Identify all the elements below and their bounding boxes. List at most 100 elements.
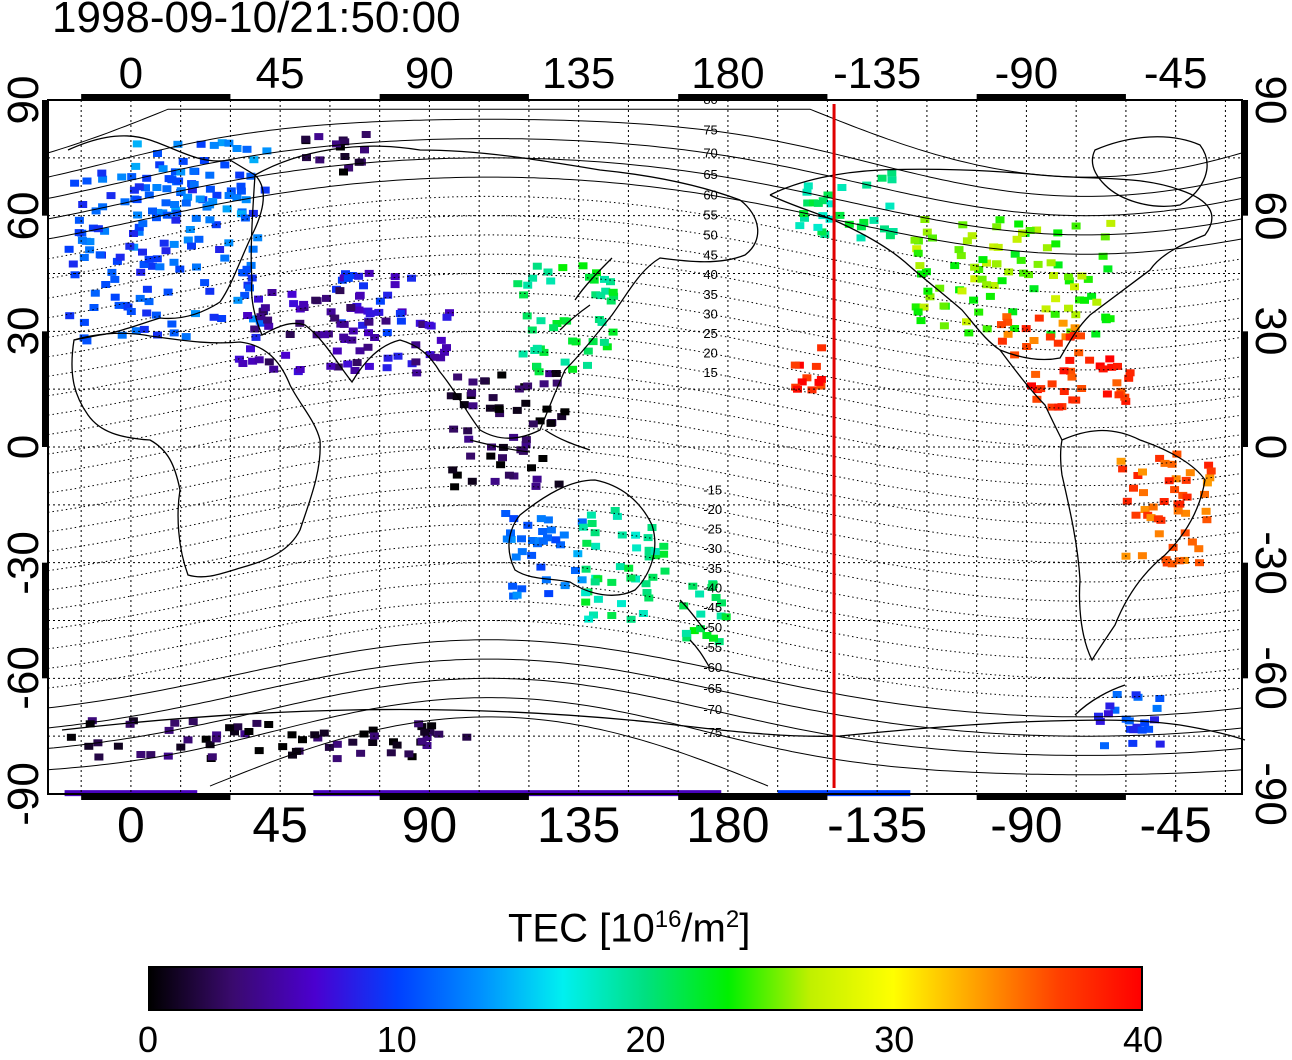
tec-cell [78, 201, 88, 208]
tec-cell [802, 374, 812, 382]
tec-cell [117, 331, 127, 339]
tec-cell [195, 195, 205, 203]
tec-cell [354, 158, 364, 166]
tec-cell [1047, 380, 1057, 388]
contour-label: 75 [703, 123, 717, 138]
tec-cell [494, 405, 504, 413]
tec-cell [970, 275, 980, 283]
tec-cell [1010, 250, 1020, 258]
tec-cell [459, 401, 469, 409]
lat-tick-right: 60 [1246, 191, 1292, 241]
tec-cell [610, 507, 620, 514]
tec-cell [826, 200, 836, 208]
tec-cell [813, 199, 823, 207]
tec-cell [138, 248, 147, 256]
tec-cell [551, 370, 561, 377]
tec-cell [513, 280, 523, 288]
tec-cell [967, 232, 977, 240]
tec-cell [1083, 275, 1093, 283]
tec-cell [163, 752, 173, 760]
tec-cell [504, 471, 514, 479]
tec-cell [617, 600, 626, 608]
tec-cell [1138, 468, 1147, 476]
tec-cell [877, 174, 887, 182]
tec-cell [312, 331, 322, 339]
tec-cell [1053, 261, 1063, 269]
tec-cell [1029, 337, 1039, 344]
tec-cell [169, 329, 179, 337]
tec-cell [711, 594, 721, 601]
tec-cell [112, 257, 122, 265]
tec-cell [1200, 490, 1209, 498]
tec-cell [339, 168, 348, 176]
tec-cell [205, 201, 215, 209]
tec-cell [1131, 511, 1141, 519]
tec-cell [129, 186, 139, 194]
tec-cell [411, 341, 421, 349]
tec-cell [543, 516, 553, 524]
tec-cell [1125, 369, 1135, 377]
contour-label: 20 [703, 346, 717, 361]
tec-cell [291, 747, 301, 755]
tec-cell [608, 288, 618, 296]
tec-cell [201, 735, 211, 743]
tec-cell [370, 334, 380, 341]
tec-cell [497, 371, 507, 379]
coast-nz [679, 599, 711, 669]
tec-region-antarctica-east [66, 717, 472, 763]
tec-cell [248, 209, 258, 217]
tec-cell [386, 749, 396, 757]
tec-cell [220, 161, 230, 169]
tec-cell [170, 719, 180, 727]
tec-cell [395, 310, 405, 317]
tec-cell [535, 417, 545, 425]
tec-cell [240, 214, 250, 222]
tec-cell [1053, 339, 1063, 347]
tec-cell [301, 135, 311, 143]
tec-cell [427, 722, 437, 730]
tec-cell [192, 263, 201, 271]
tec-cell [348, 738, 358, 746]
tec-cell [583, 361, 592, 369]
tec-cell [1112, 379, 1122, 387]
contour-label: -40 [703, 580, 722, 595]
tec-cell [1077, 272, 1087, 280]
tec-cell [495, 410, 505, 418]
lat-tick-left: -30 [0, 530, 48, 595]
contour-line [47, 157, 1243, 236]
tec-cell [396, 317, 406, 325]
tec-cell [799, 210, 809, 217]
tec-cell [552, 379, 562, 387]
tec-cell [225, 724, 235, 732]
tec-cell [264, 721, 274, 728]
tec-cell [167, 320, 177, 328]
contour-line [209, 716, 769, 787]
lat-tick-left: -60 [0, 646, 48, 711]
tec-cell [139, 325, 149, 333]
colorbar-tick: 10 [376, 1019, 417, 1060]
tec-cell [1194, 545, 1204, 553]
tec-cell [382, 329, 392, 337]
tec-cell [844, 220, 854, 228]
tec-cell [1021, 325, 1031, 333]
tec-cell [248, 245, 258, 253]
tec-cell [430, 353, 440, 361]
tec-cell [155, 263, 165, 271]
tec-cell [800, 214, 809, 222]
contour-line [47, 350, 1243, 429]
tec-cell [85, 720, 95, 728]
tec-cell [164, 726, 174, 734]
tec-cell [803, 199, 813, 207]
tec-cell [581, 565, 591, 573]
tec-cell [1160, 459, 1170, 467]
tec-cell [921, 268, 931, 276]
tec-cell [624, 564, 634, 572]
tec-cell [1173, 507, 1183, 515]
tec-cell [527, 551, 537, 559]
tec-cell [689, 627, 699, 635]
tec-cell [107, 268, 117, 276]
tec-cell [1182, 493, 1192, 501]
tec-cell [1003, 330, 1013, 338]
tec-cell [970, 263, 980, 271]
tec-cell [923, 287, 933, 295]
